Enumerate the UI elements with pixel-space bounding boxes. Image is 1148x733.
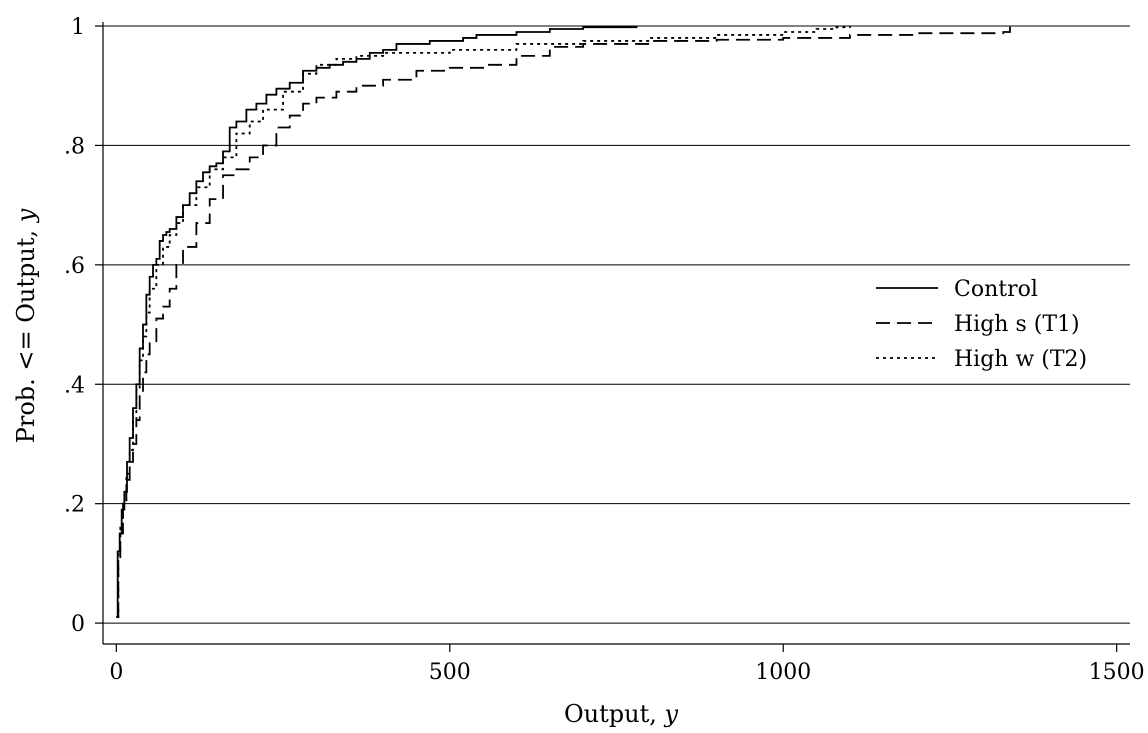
x-tick-label: 500: [429, 660, 471, 685]
x-tick-label: 1500: [1089, 660, 1145, 685]
gridlines: [103, 25, 1130, 624]
series-lines: [116, 26, 1011, 619]
series-line-solid: [116, 26, 638, 619]
series-line-dotted: [116, 26, 851, 619]
y-axis-title: Prob. <= Output, y: [12, 208, 40, 443]
legend-background: [860, 266, 1122, 382]
y-tick-label: 1: [71, 15, 85, 40]
legend-label: High w (T2): [954, 347, 1087, 372]
y-tick-label: .4: [64, 373, 85, 398]
y-axis: 0 .2 .4 .6 .8 1: [64, 15, 104, 644]
legend-label: High s (T1): [954, 312, 1080, 337]
y-tick-label: .8: [64, 134, 85, 159]
y-tick-label: 0: [71, 612, 85, 637]
x-axis: 0 500 1000 1500: [103, 643, 1145, 685]
x-tick-label: 0: [109, 660, 123, 685]
legend-label: Control: [954, 277, 1038, 302]
y-tick-label: .6: [64, 254, 85, 279]
legend: Control High s (T1) High w (T2): [860, 266, 1122, 382]
y-tick-label: .2: [64, 493, 85, 518]
x-axis-title: Output, y: [564, 700, 679, 728]
x-tick-label: 1000: [755, 660, 811, 685]
